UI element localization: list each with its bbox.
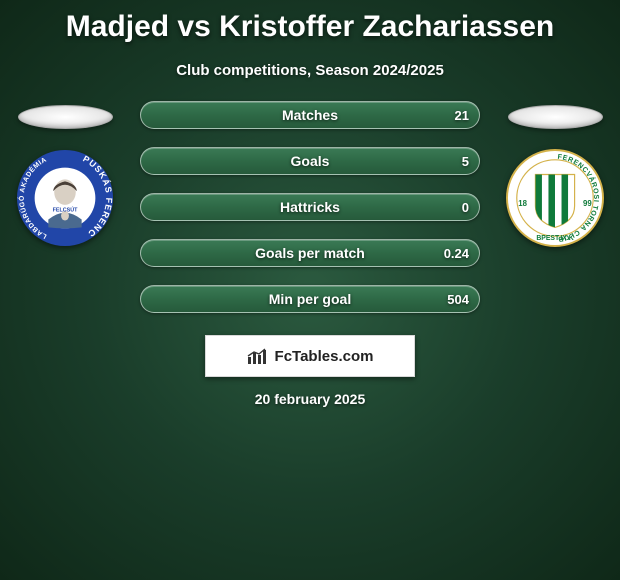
svg-text:99: 99	[583, 199, 592, 208]
stat-row: Goals 5	[140, 147, 480, 175]
stat-label: Goals per match	[255, 245, 365, 261]
club-logo-left: PUSKÁS FERENC LABDARÚGÓ AKADÉMIA FELCSÚT	[16, 149, 114, 247]
stat-label: Goals	[291, 153, 330, 169]
stat-row: Min per goal 504	[140, 285, 480, 313]
left-side: PUSKÁS FERENC LABDARÚGÓ AKADÉMIA FELCSÚT	[10, 101, 120, 247]
footer-date: 20 february 2025	[0, 391, 620, 407]
page-subtitle: Club competitions, Season 2024/2025	[0, 62, 620, 79]
stat-value-right: 21	[455, 108, 469, 123]
player-photo-left	[18, 105, 113, 129]
right-side: FERENCVÁROSI TORNA CLUB BPEST.IX.K 18 99	[500, 101, 610, 247]
main-layout: PUSKÁS FERENC LABDARÚGÓ AKADÉMIA FELCSÚT…	[0, 101, 620, 313]
page-title: Madjed vs Kristoffer Zachariassen	[0, 0, 620, 44]
stat-row: Hattricks 0	[140, 193, 480, 221]
stat-value-right: 0	[462, 200, 469, 215]
stat-label: Matches	[282, 107, 338, 123]
stat-label: Min per goal	[269, 291, 351, 307]
puskas-logo-icon: PUSKÁS FERENC LABDARÚGÓ AKADÉMIA FELCSÚT	[16, 149, 114, 247]
svg-text:18: 18	[518, 199, 527, 208]
player-photo-right	[508, 105, 603, 129]
stat-value-right: 0.24	[444, 246, 469, 261]
ferencvaros-logo-icon: FERENCVÁROSI TORNA CLUB BPEST.IX.K 18 99	[506, 149, 604, 247]
stats-panel: Matches 21 Goals 5 Hattricks 0 Goals per…	[140, 101, 480, 313]
svg-text:BPEST.IX.K: BPEST.IX.K	[536, 235, 573, 242]
brand-badge: FcTables.com	[205, 335, 415, 377]
brand-text: FcTables.com	[275, 348, 374, 365]
club-logo-right: FERENCVÁROSI TORNA CLUB BPEST.IX.K 18 99	[506, 149, 604, 247]
stat-row: Goals per match 0.24	[140, 239, 480, 267]
stat-value-right: 504	[447, 292, 469, 307]
stat-row: Matches 21	[140, 101, 480, 129]
svg-text:FELCSÚT: FELCSÚT	[53, 207, 79, 214]
bar-chart-icon	[247, 347, 269, 365]
stat-value-right: 5	[462, 154, 469, 169]
stat-label: Hattricks	[280, 199, 340, 215]
